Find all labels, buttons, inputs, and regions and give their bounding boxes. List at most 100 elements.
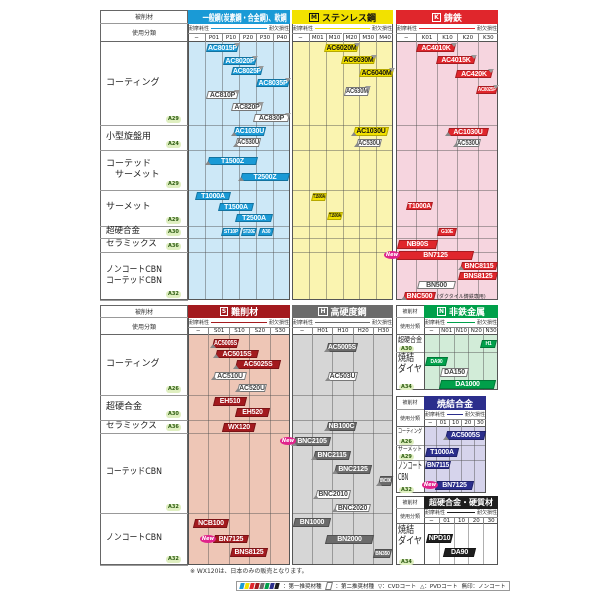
material-title: 難削材 [231,308,259,318]
grade-badge[interactable]: BNC2115 [311,451,352,460]
grade-badge[interactable]: EH510 [212,397,248,406]
row-divider [100,420,188,421]
grade-badge[interactable]: BNC300 [376,476,394,486]
grade-badge[interactable]: AC8020P [223,56,258,65]
grade-badge[interactable]: DA1000 [438,380,497,389]
grade-badge[interactable]: AC6020M [324,43,360,52]
grid-line [424,460,486,461]
row-label: セラミックス [106,239,157,249]
grade-badge[interactable]: BN2000 [324,535,375,544]
grade-badge[interactable]: AC4010K [416,43,457,52]
grade-badge[interactable]: BN7125 New [422,481,475,490]
usage-column-header: H10 [332,326,353,335]
grade-badge[interactable]: AC420K [455,69,494,78]
grid-line [352,335,354,565]
grade-badge[interactable]: AC8025P [476,85,499,94]
grade-badge[interactable]: AC8015P [206,43,240,52]
grade-badge[interactable]: T1000A [406,202,433,210]
scale-arrow [447,321,475,323]
legend-second: ：第二推奨材種 [335,584,375,590]
grade-badge[interactable]: NPD10 [425,534,454,543]
grade-badge[interactable]: AC530U [354,139,382,147]
grade-badge[interactable]: BNS8125 [458,272,498,280]
grade-badge[interactable]: AC5005S [210,339,240,348]
grid-line [292,420,393,421]
grade-badge[interactable]: NCB100 [192,519,230,528]
grade-badge[interactable]: NB100C [324,422,358,431]
grade-badge[interactable]: AC5005S [443,431,487,440]
grade-badge[interactable]: AC6040M [359,68,395,77]
grade-badge[interactable]: BN7115 [425,461,451,469]
grade-badge[interactable]: BN7125 New [384,251,475,260]
legend-cvd: ▽：CVDコート [378,584,417,590]
grade-badge[interactable]: NB90S [396,240,439,249]
wear-toughness-scale: 耐摩耗性 耐欠損性 [424,509,498,517]
grade-badge[interactable]: A30 [258,228,274,236]
grade-badge[interactable]: AC1030U [445,128,489,136]
grade-badge[interactable]: AC830P [253,113,291,122]
badge-label: AC8020P [225,57,255,65]
badge-label: AC530U [457,139,479,147]
grade-badge[interactable]: BNC500 [401,292,436,300]
grade-badge[interactable]: AC820P [231,102,264,111]
grade-badge[interactable]: BN500 [417,281,456,289]
pvd-coat-icon [325,377,331,381]
grade-badge[interactable]: ST10P [221,228,241,236]
badge-label: AC8025P [477,87,497,93]
grade-badge[interactable]: AC520U [235,384,267,392]
scale-arrow [315,28,370,29]
grade-badge[interactable]: AC1030U [231,127,267,136]
grade-badge[interactable]: AC8025P [231,66,264,75]
grade-badge[interactable]: BNC8115 [458,262,498,270]
grade-badge[interactable]: AC5005S [324,343,359,352]
grade-badge[interactable]: BNC2010 [313,490,352,499]
badge-label: BN2000 [337,536,362,543]
grid-line [312,335,314,565]
grade-badge[interactable]: WX120 [221,423,257,432]
grade-badge[interactable]: DA90 [424,357,449,366]
grade-badge[interactable]: T1500Z [205,157,258,165]
grade-badge[interactable]: BNC2020 [332,504,371,512]
grade-badge[interactable]: EH520 [234,408,271,417]
grade-badge[interactable]: AC510U [211,372,247,380]
grade-badge[interactable]: AC6030M [341,55,377,64]
grid-line [292,226,393,227]
material-header: P 一般鋼(炭素鋼・合金鋼)、軟鋼 [170,10,290,24]
grade-badge[interactable]: ST20E [241,228,257,236]
grade-badge[interactable]: BNC2125 [332,465,373,474]
grade-badge[interactable]: T2500Z [238,173,290,181]
grade-badge[interactable]: AC1030U [351,127,390,136]
badge-label: EH520 [242,409,263,416]
grade-badge[interactable]: DA90 [442,548,477,557]
grade-badge[interactable]: T1500A [311,193,327,201]
grade-badge[interactable]: G10E [437,228,457,236]
usage-column-header: − [292,33,309,42]
grade-badge[interactable]: AC630M [343,86,371,96]
badge-label: AC6020M [326,44,357,52]
grade-badge[interactable]: AC530U [453,139,481,147]
grade-badge[interactable]: AC503U [325,372,359,381]
usage-column-header: − [396,33,417,42]
grade-badge[interactable]: T1500A [218,203,254,211]
grade-badge[interactable]: AC5015S [213,350,259,358]
grade-badge[interactable]: AC8035P [256,78,291,87]
grade-badge[interactable]: T1000A [195,192,231,200]
pvd-coat-icon [231,132,237,136]
grid-line [188,252,290,253]
grade-badge[interactable]: BN1000 [292,518,332,527]
grade-badge[interactable]: T1000A [424,448,460,457]
grade-badge[interactable]: DA150 [439,368,470,377]
grade-badge[interactable]: T2500A [235,214,273,222]
grade-badge[interactable]: BNS8125 [229,548,269,557]
grade-badge[interactable]: H1 [480,340,497,348]
grade-badge[interactable]: AC810P [206,90,240,99]
grade-badge[interactable]: AC4015K [436,55,477,64]
grade-badge[interactable]: BN7125 New [200,535,249,543]
row-label: コーティング [398,428,422,435]
grade-badge[interactable]: BN350 [372,549,393,558]
grade-badge[interactable]: AC5025S [233,360,282,369]
grade-badge[interactable]: AC530U [233,138,262,147]
grade-badge[interactable]: T1500A [327,212,343,220]
grade-badge[interactable]: BNC2105 New [280,437,332,446]
legend-swatches [239,583,280,589]
